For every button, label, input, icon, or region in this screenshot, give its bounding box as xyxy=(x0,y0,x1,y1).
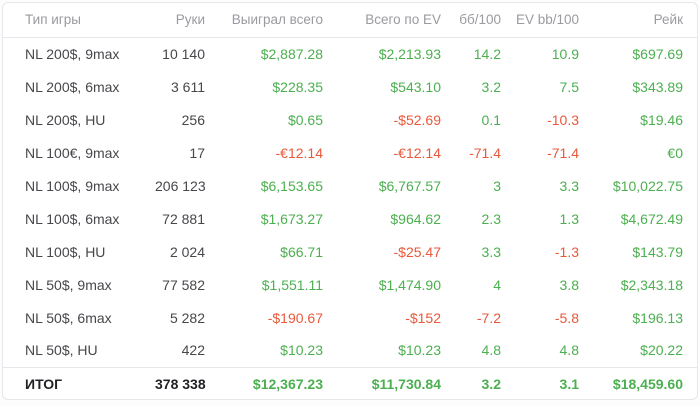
cell-ev: -$25.47 xyxy=(393,243,441,260)
cell-bb100: 0.1 xyxy=(481,111,501,128)
table-row[interactable]: NL 100$, 6max 72 881 $1,673.27 $964.62 2.3 1.… xyxy=(3,202,697,235)
results-report-card: Тип игры Руки Выиграл всего Всего по EV бб/1… xyxy=(2,2,698,400)
cell-hands: 77 582 xyxy=(162,276,205,293)
column-header-won[interactable]: Выиграл всего xyxy=(211,3,329,38)
table-row[interactable]: NL 100€, 9max 17 -€12.14 -€12.14 -71.4 -71.4 €… xyxy=(3,136,697,169)
cell-rake: $19.46 xyxy=(640,111,683,128)
cell-rake: $143.79 xyxy=(632,243,683,260)
cell-won: -€12.14 xyxy=(275,144,323,161)
column-header-game[interactable]: Тип игры xyxy=(3,3,155,38)
cell-rake: $343.89 xyxy=(632,78,683,95)
cell-game: ИТОГ xyxy=(3,366,155,399)
table-row[interactable]: NL 200$, 6max 3 611 $228.35 $543.10 3.2 7.5 $3… xyxy=(3,70,697,103)
table-row[interactable]: NL 100$, 9max 206 123 $6,153.65 $6,767.57 3 3… xyxy=(3,169,697,202)
cell-won: $2,887.28 xyxy=(260,45,323,62)
cell-hands: 206 123 xyxy=(155,177,206,194)
table-row[interactable]: NL 50$, HU 422 $10.23 $10.23 4.8 4.8 $20.22 xyxy=(3,334,697,367)
cell-ev: $6,767.57 xyxy=(378,177,441,194)
cell-evbb100: 7.5 xyxy=(559,78,579,95)
cell-bb100: 4 xyxy=(493,276,501,293)
cell-bb100: 3.2 xyxy=(481,78,501,95)
cell-bb100: 14.2 xyxy=(473,45,501,62)
cell-ev: $2,213.93 xyxy=(378,45,441,62)
cell-evbb100: 4.8 xyxy=(559,342,579,359)
cell-hands: 17 xyxy=(189,144,205,161)
cell-bb100: 2.3 xyxy=(481,210,501,227)
cell-evbb100: 3.3 xyxy=(559,177,579,194)
cell-ev: -$52.69 xyxy=(393,111,441,128)
cell-hands: 2 024 xyxy=(169,243,205,260)
cell-ev: $11,730.84 xyxy=(329,366,447,399)
cell-evbb100: -10.3 xyxy=(547,111,579,128)
cell-hands: 5 282 xyxy=(169,309,205,326)
cell-bb100: -7.2 xyxy=(476,309,501,326)
cell-won: $10.23 xyxy=(280,342,323,359)
cell-game: NL 200$, 9max xyxy=(25,45,120,62)
cell-game: NL 50$, HU xyxy=(25,342,98,359)
cell-bb100: 4.8 xyxy=(481,342,501,359)
cell-evbb100: 3.1 xyxy=(507,366,585,399)
cell-won: $6,153.65 xyxy=(260,177,323,194)
cell-evbb100: -71.4 xyxy=(547,144,579,161)
cell-hands: 10 140 xyxy=(162,45,205,62)
cell-hands: 422 xyxy=(181,342,205,359)
cell-rake: $4,672.49 xyxy=(620,210,683,227)
table-row[interactable]: NL 200$, 9max 10 140 $2,887.28 $2,213.93 14.… xyxy=(3,37,697,70)
column-header-rake[interactable]: Рейк xyxy=(585,3,697,38)
cell-hands: 378 338 xyxy=(155,366,211,399)
cell-ev: -€12.14 xyxy=(393,144,441,161)
cell-won: $0.65 xyxy=(287,111,323,128)
cell-rake: $10,022.75 xyxy=(612,177,683,194)
cell-ev: $10.23 xyxy=(398,342,441,359)
column-header-bb100[interactable]: бб/100 xyxy=(447,3,507,38)
cell-ev: $1,474.90 xyxy=(378,276,441,293)
cell-evbb100: 10.9 xyxy=(551,45,579,62)
cell-game: NL 100€, 9max xyxy=(25,144,120,161)
cell-rake: $2,343.18 xyxy=(620,276,683,293)
cell-game: NL 100$, 9max xyxy=(25,177,120,194)
cell-evbb100: 3.8 xyxy=(559,276,579,293)
cell-bb100: 3 xyxy=(493,177,501,194)
table-row[interactable]: NL 50$, 9max 77 582 $1,551.11 $1,474.90 4 3.8… xyxy=(3,268,697,301)
cell-game: NL 200$, HU xyxy=(25,111,106,128)
cell-rake: $196.13 xyxy=(632,309,683,326)
cell-evbb100: 1.3 xyxy=(559,210,579,227)
cell-ev: $543.10 xyxy=(390,78,441,95)
cell-hands: 72 881 xyxy=(162,210,205,227)
table-row[interactable]: NL 100$, HU 2 024 $66.71 -$25.47 3.3 -1.3 $143… xyxy=(3,235,697,268)
cell-rake: $18,459.60 xyxy=(585,366,697,399)
cell-game: NL 100$, HU xyxy=(25,243,106,260)
cell-evbb100: -1.3 xyxy=(554,243,579,260)
cell-rake: €0 xyxy=(667,144,683,161)
cell-game: NL 50$, 9max xyxy=(25,276,112,293)
table-row[interactable]: NL 200$, HU 256 $0.65 -$52.69 0.1 -10.3 $19.46 xyxy=(3,103,697,136)
table-row[interactable]: NL 50$, 6max 5 282 -$190.67 -$152 -7.2 -5.8 $1… xyxy=(3,301,697,334)
cell-won: $12,367.23 xyxy=(211,366,329,399)
cell-won: $66.71 xyxy=(280,243,323,260)
total-row[interactable]: ИТОГ 378 338 $12,367.23 $11,730.84 3.2 3.1 $18… xyxy=(3,366,697,399)
column-header-hands[interactable]: Руки xyxy=(155,3,211,38)
cell-hands: 256 xyxy=(181,111,205,128)
cell-game: NL 100$, 6max xyxy=(25,210,120,227)
table-body: NL 200$, 9max 10 140 $2,887.28 $2,213.93 14.… xyxy=(3,37,697,399)
cell-won: -$190.67 xyxy=(267,309,323,326)
cell-ev: $964.62 xyxy=(390,210,441,227)
column-header-evbb100[interactable]: EV bb/100 xyxy=(507,3,585,38)
cell-game: NL 50$, 6max xyxy=(25,309,112,326)
cell-evbb100: -5.8 xyxy=(554,309,579,326)
poker-stats-table: Тип игры Руки Выиграл всего Всего по EV бб/1… xyxy=(3,3,697,399)
cell-bb100: 3.3 xyxy=(481,243,501,260)
cell-won: $1,673.27 xyxy=(260,210,323,227)
cell-ev: -$152 xyxy=(405,309,441,326)
cell-bb100: -71.4 xyxy=(469,144,501,161)
cell-rake: $697.69 xyxy=(632,45,683,62)
cell-game: NL 200$, 6max xyxy=(25,78,120,95)
cell-rake: $20.22 xyxy=(640,342,683,359)
column-header-ev[interactable]: Всего по EV xyxy=(329,3,447,38)
cell-won: $1,551.11 xyxy=(261,276,323,293)
cell-won: $228.35 xyxy=(272,78,323,95)
header-row: Тип игры Руки Выиграл всего Всего по EV бб/1… xyxy=(3,3,697,38)
cell-bb100: 3.2 xyxy=(447,366,507,399)
cell-hands: 3 611 xyxy=(171,78,205,95)
